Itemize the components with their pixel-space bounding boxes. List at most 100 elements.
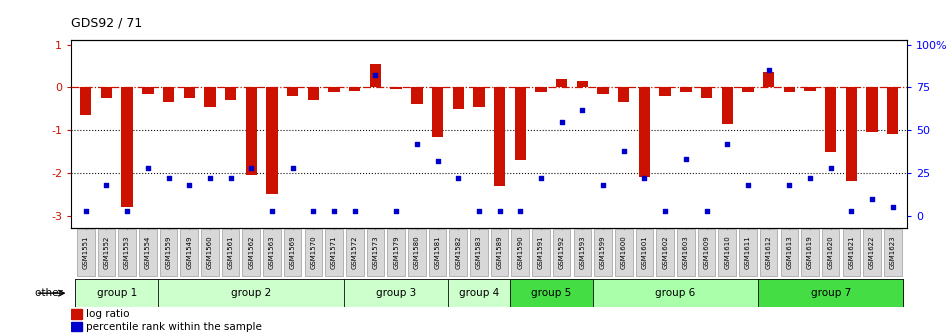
Text: GSM1562: GSM1562 <box>248 235 255 268</box>
Text: group 6: group 6 <box>656 288 695 298</box>
FancyBboxPatch shape <box>636 229 654 276</box>
Text: group 4: group 4 <box>459 288 499 298</box>
Text: GSM1603: GSM1603 <box>683 235 689 269</box>
FancyBboxPatch shape <box>656 229 674 276</box>
Point <box>533 175 548 181</box>
Point <box>492 208 507 213</box>
FancyBboxPatch shape <box>428 229 446 276</box>
Text: GSM1552: GSM1552 <box>104 235 109 268</box>
Point <box>327 208 342 213</box>
Text: GSM1619: GSM1619 <box>807 235 813 269</box>
Bar <box>411 87 423 104</box>
Text: GSM1549: GSM1549 <box>186 235 192 268</box>
FancyBboxPatch shape <box>677 229 694 276</box>
Point <box>347 208 362 213</box>
Bar <box>473 87 485 107</box>
FancyBboxPatch shape <box>305 229 322 276</box>
Text: GSM1593: GSM1593 <box>580 235 585 269</box>
FancyBboxPatch shape <box>119 229 136 276</box>
Text: group 1: group 1 <box>97 288 137 298</box>
Point <box>657 208 673 213</box>
Point <box>430 158 446 164</box>
Text: log ratio: log ratio <box>86 309 129 319</box>
FancyBboxPatch shape <box>801 229 819 276</box>
Text: GSM1571: GSM1571 <box>331 235 337 269</box>
Point <box>368 73 383 78</box>
Text: GSM1551: GSM1551 <box>83 235 88 268</box>
FancyBboxPatch shape <box>388 229 405 276</box>
Bar <box>287 87 298 96</box>
Bar <box>101 87 112 98</box>
Point <box>306 208 321 213</box>
FancyBboxPatch shape <box>510 279 593 307</box>
FancyBboxPatch shape <box>884 229 902 276</box>
Text: group 3: group 3 <box>376 288 416 298</box>
Text: other: other <box>35 288 66 298</box>
Text: GSM1611: GSM1611 <box>745 235 751 269</box>
FancyBboxPatch shape <box>822 229 840 276</box>
FancyBboxPatch shape <box>449 229 467 276</box>
Text: GSM1600: GSM1600 <box>620 235 627 269</box>
FancyBboxPatch shape <box>447 279 510 307</box>
Point <box>636 175 652 181</box>
Point <box>513 208 528 213</box>
FancyBboxPatch shape <box>221 229 239 276</box>
FancyBboxPatch shape <box>697 229 715 276</box>
FancyBboxPatch shape <box>408 229 426 276</box>
FancyBboxPatch shape <box>345 279 447 307</box>
Point <box>141 165 156 170</box>
Bar <box>701 87 712 98</box>
Bar <box>183 87 195 98</box>
FancyBboxPatch shape <box>615 229 633 276</box>
Text: group 7: group 7 <box>810 288 851 298</box>
Bar <box>71 322 82 331</box>
Point <box>471 208 486 213</box>
Point <box>782 182 797 187</box>
Point <box>409 141 425 146</box>
Text: GSM1581: GSM1581 <box>434 235 441 269</box>
Point <box>264 208 279 213</box>
Text: GSM1559: GSM1559 <box>165 235 172 268</box>
Bar <box>722 87 732 124</box>
FancyBboxPatch shape <box>284 229 301 276</box>
Bar <box>825 87 836 152</box>
FancyBboxPatch shape <box>595 229 612 276</box>
Point <box>450 175 465 181</box>
Bar <box>638 87 650 177</box>
Text: GSM1561: GSM1561 <box>228 235 234 269</box>
FancyBboxPatch shape <box>242 229 260 276</box>
FancyBboxPatch shape <box>864 229 881 276</box>
Text: GSM1563: GSM1563 <box>269 235 275 269</box>
FancyBboxPatch shape <box>532 229 550 276</box>
Point <box>389 208 404 213</box>
Bar <box>618 87 630 102</box>
Point <box>617 148 632 153</box>
FancyBboxPatch shape <box>470 229 487 276</box>
Point <box>699 208 714 213</box>
Text: GSM1589: GSM1589 <box>497 235 503 269</box>
Bar <box>80 87 91 115</box>
Text: GSM1579: GSM1579 <box>393 235 399 269</box>
Bar <box>680 87 692 92</box>
Text: GSM1591: GSM1591 <box>538 235 544 269</box>
FancyBboxPatch shape <box>180 229 198 276</box>
Bar <box>887 87 899 134</box>
Text: GSM1553: GSM1553 <box>124 235 130 268</box>
Point <box>719 141 734 146</box>
FancyBboxPatch shape <box>98 229 115 276</box>
Bar <box>308 87 319 100</box>
Text: GSM1569: GSM1569 <box>290 235 295 269</box>
Text: GSM1612: GSM1612 <box>766 235 771 269</box>
FancyBboxPatch shape <box>511 229 529 276</box>
Point <box>803 175 818 181</box>
Text: GSM1554: GSM1554 <box>144 235 151 268</box>
Point <box>844 208 859 213</box>
FancyBboxPatch shape <box>739 229 757 276</box>
Bar <box>122 87 133 207</box>
Text: GSM1610: GSM1610 <box>724 235 731 269</box>
FancyBboxPatch shape <box>574 229 591 276</box>
FancyBboxPatch shape <box>160 229 178 276</box>
Bar <box>390 87 402 89</box>
Point <box>575 107 590 112</box>
Bar <box>763 72 774 87</box>
